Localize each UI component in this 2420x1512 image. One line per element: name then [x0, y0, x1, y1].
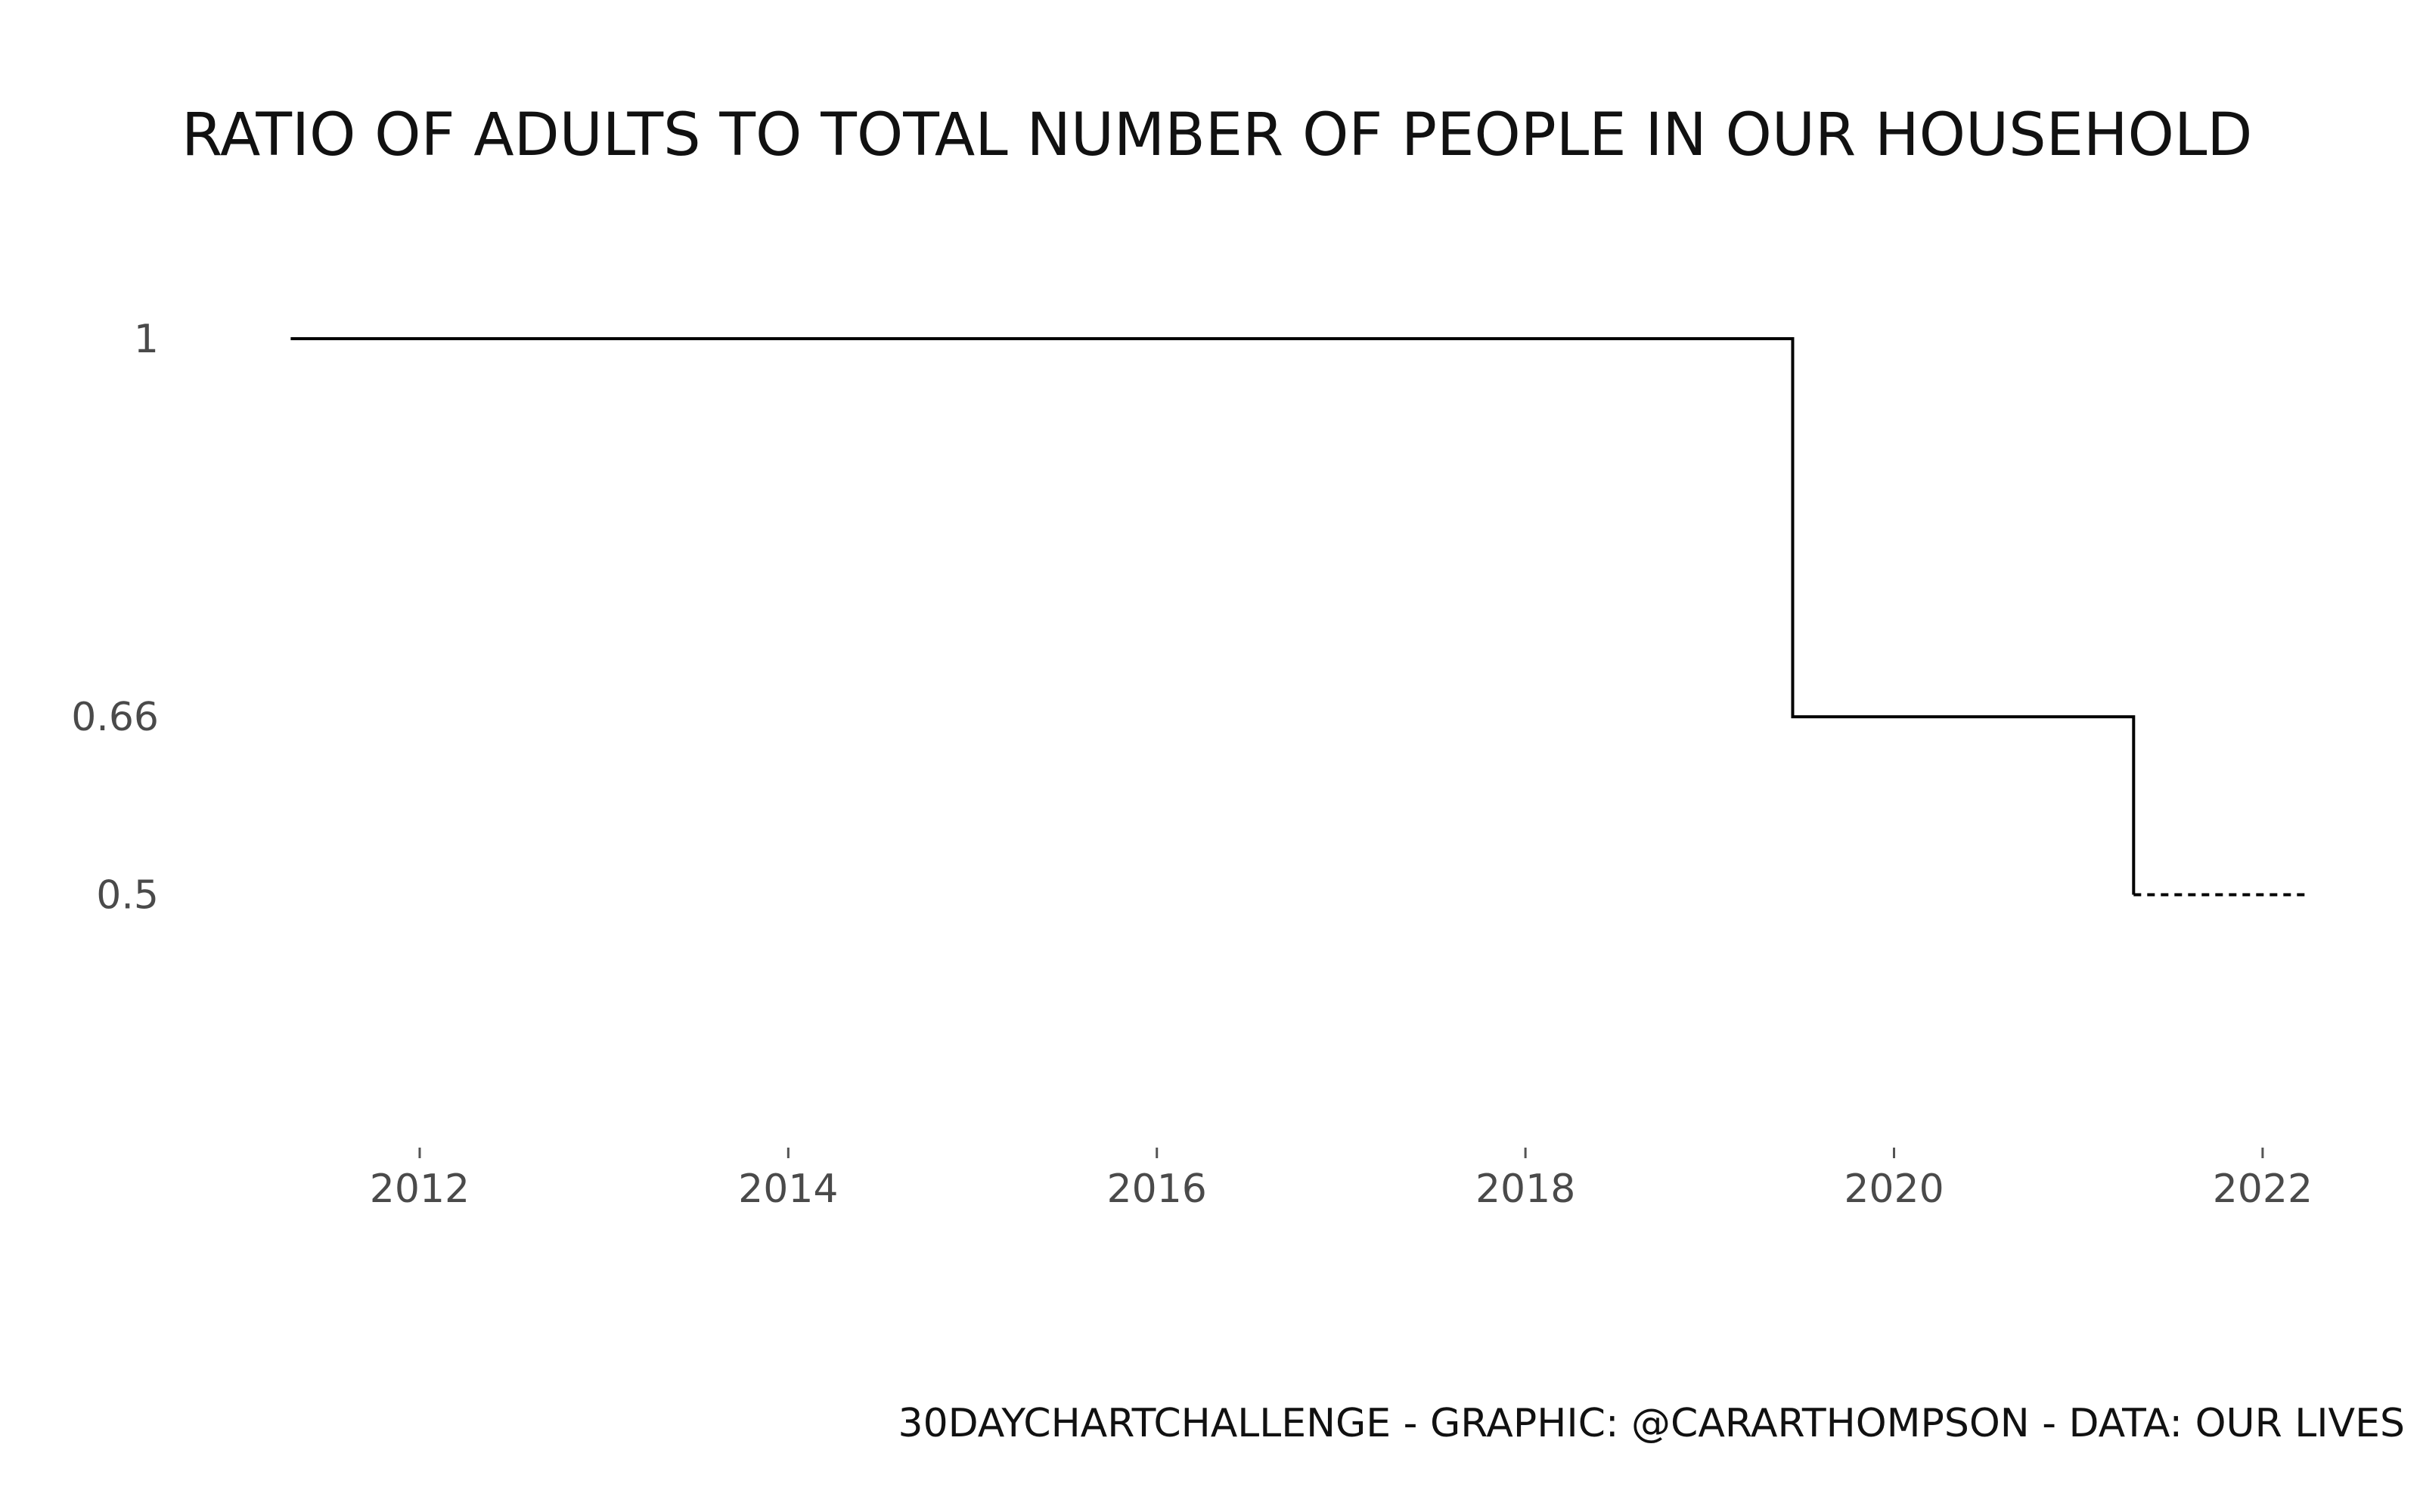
x-tick-label: 2022 [2213, 1167, 2313, 1212]
ratio-step-line [290, 336, 2136, 895]
x-tick-label: 2018 [1475, 1167, 1575, 1212]
chart-title: Ratio of adults to total number of peopl… [182, 101, 2252, 169]
x-tick-label: 2016 [1107, 1167, 1207, 1212]
y-axis-ticks: 1 0.66 0.5 [71, 317, 159, 919]
x-tick-label: 2014 [738, 1167, 838, 1212]
y-tick-label: 0.66 [71, 695, 159, 740]
chart-caption: 30DayChartChallenge - Graphic: @carartho… [898, 1401, 2405, 1446]
x-axis-ticks: 2012 2014 2016 2018 2020 2022 [370, 1148, 2313, 1212]
y-tick-label: 0.5 [96, 872, 159, 918]
x-tick-label: 2012 [370, 1167, 470, 1212]
y-tick-label: 1 [134, 317, 159, 362]
series-layer [290, 336, 2309, 897]
x-tick-label: 2020 [1844, 1167, 1944, 1212]
